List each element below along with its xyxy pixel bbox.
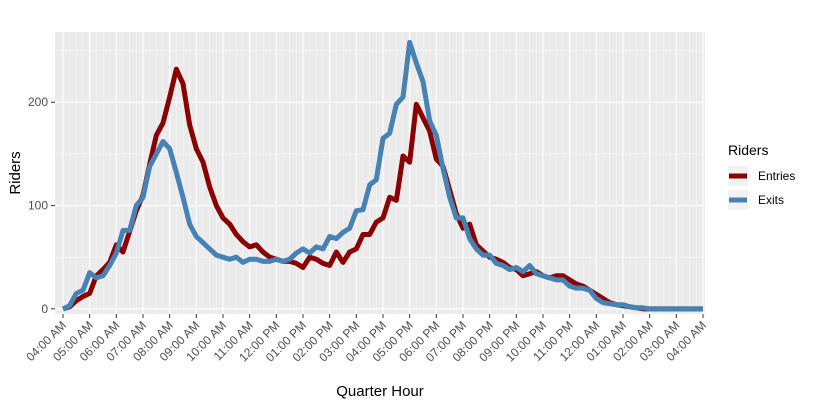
y-tick-label: 0 (41, 302, 48, 316)
series-layer (61, 39, 703, 312)
series-line-exits (61, 39, 703, 312)
major-gridlines (55, 32, 705, 314)
y-axis-title: Riders (7, 151, 24, 194)
legend-title: Riders (728, 142, 768, 158)
legend-label-exits: Exits (758, 193, 784, 207)
plot-panel (55, 32, 705, 314)
y-axis: 0 100 200 (28, 95, 55, 316)
series-line-entries (62, 66, 703, 312)
x-axis-title: Quarter Hour (336, 383, 424, 400)
legend-label-entries: Entries (758, 169, 795, 183)
y-tick-label: 200 (28, 95, 48, 109)
y-tick-label: 100 (28, 199, 48, 213)
legend: Riders Entries Exits (728, 142, 795, 210)
